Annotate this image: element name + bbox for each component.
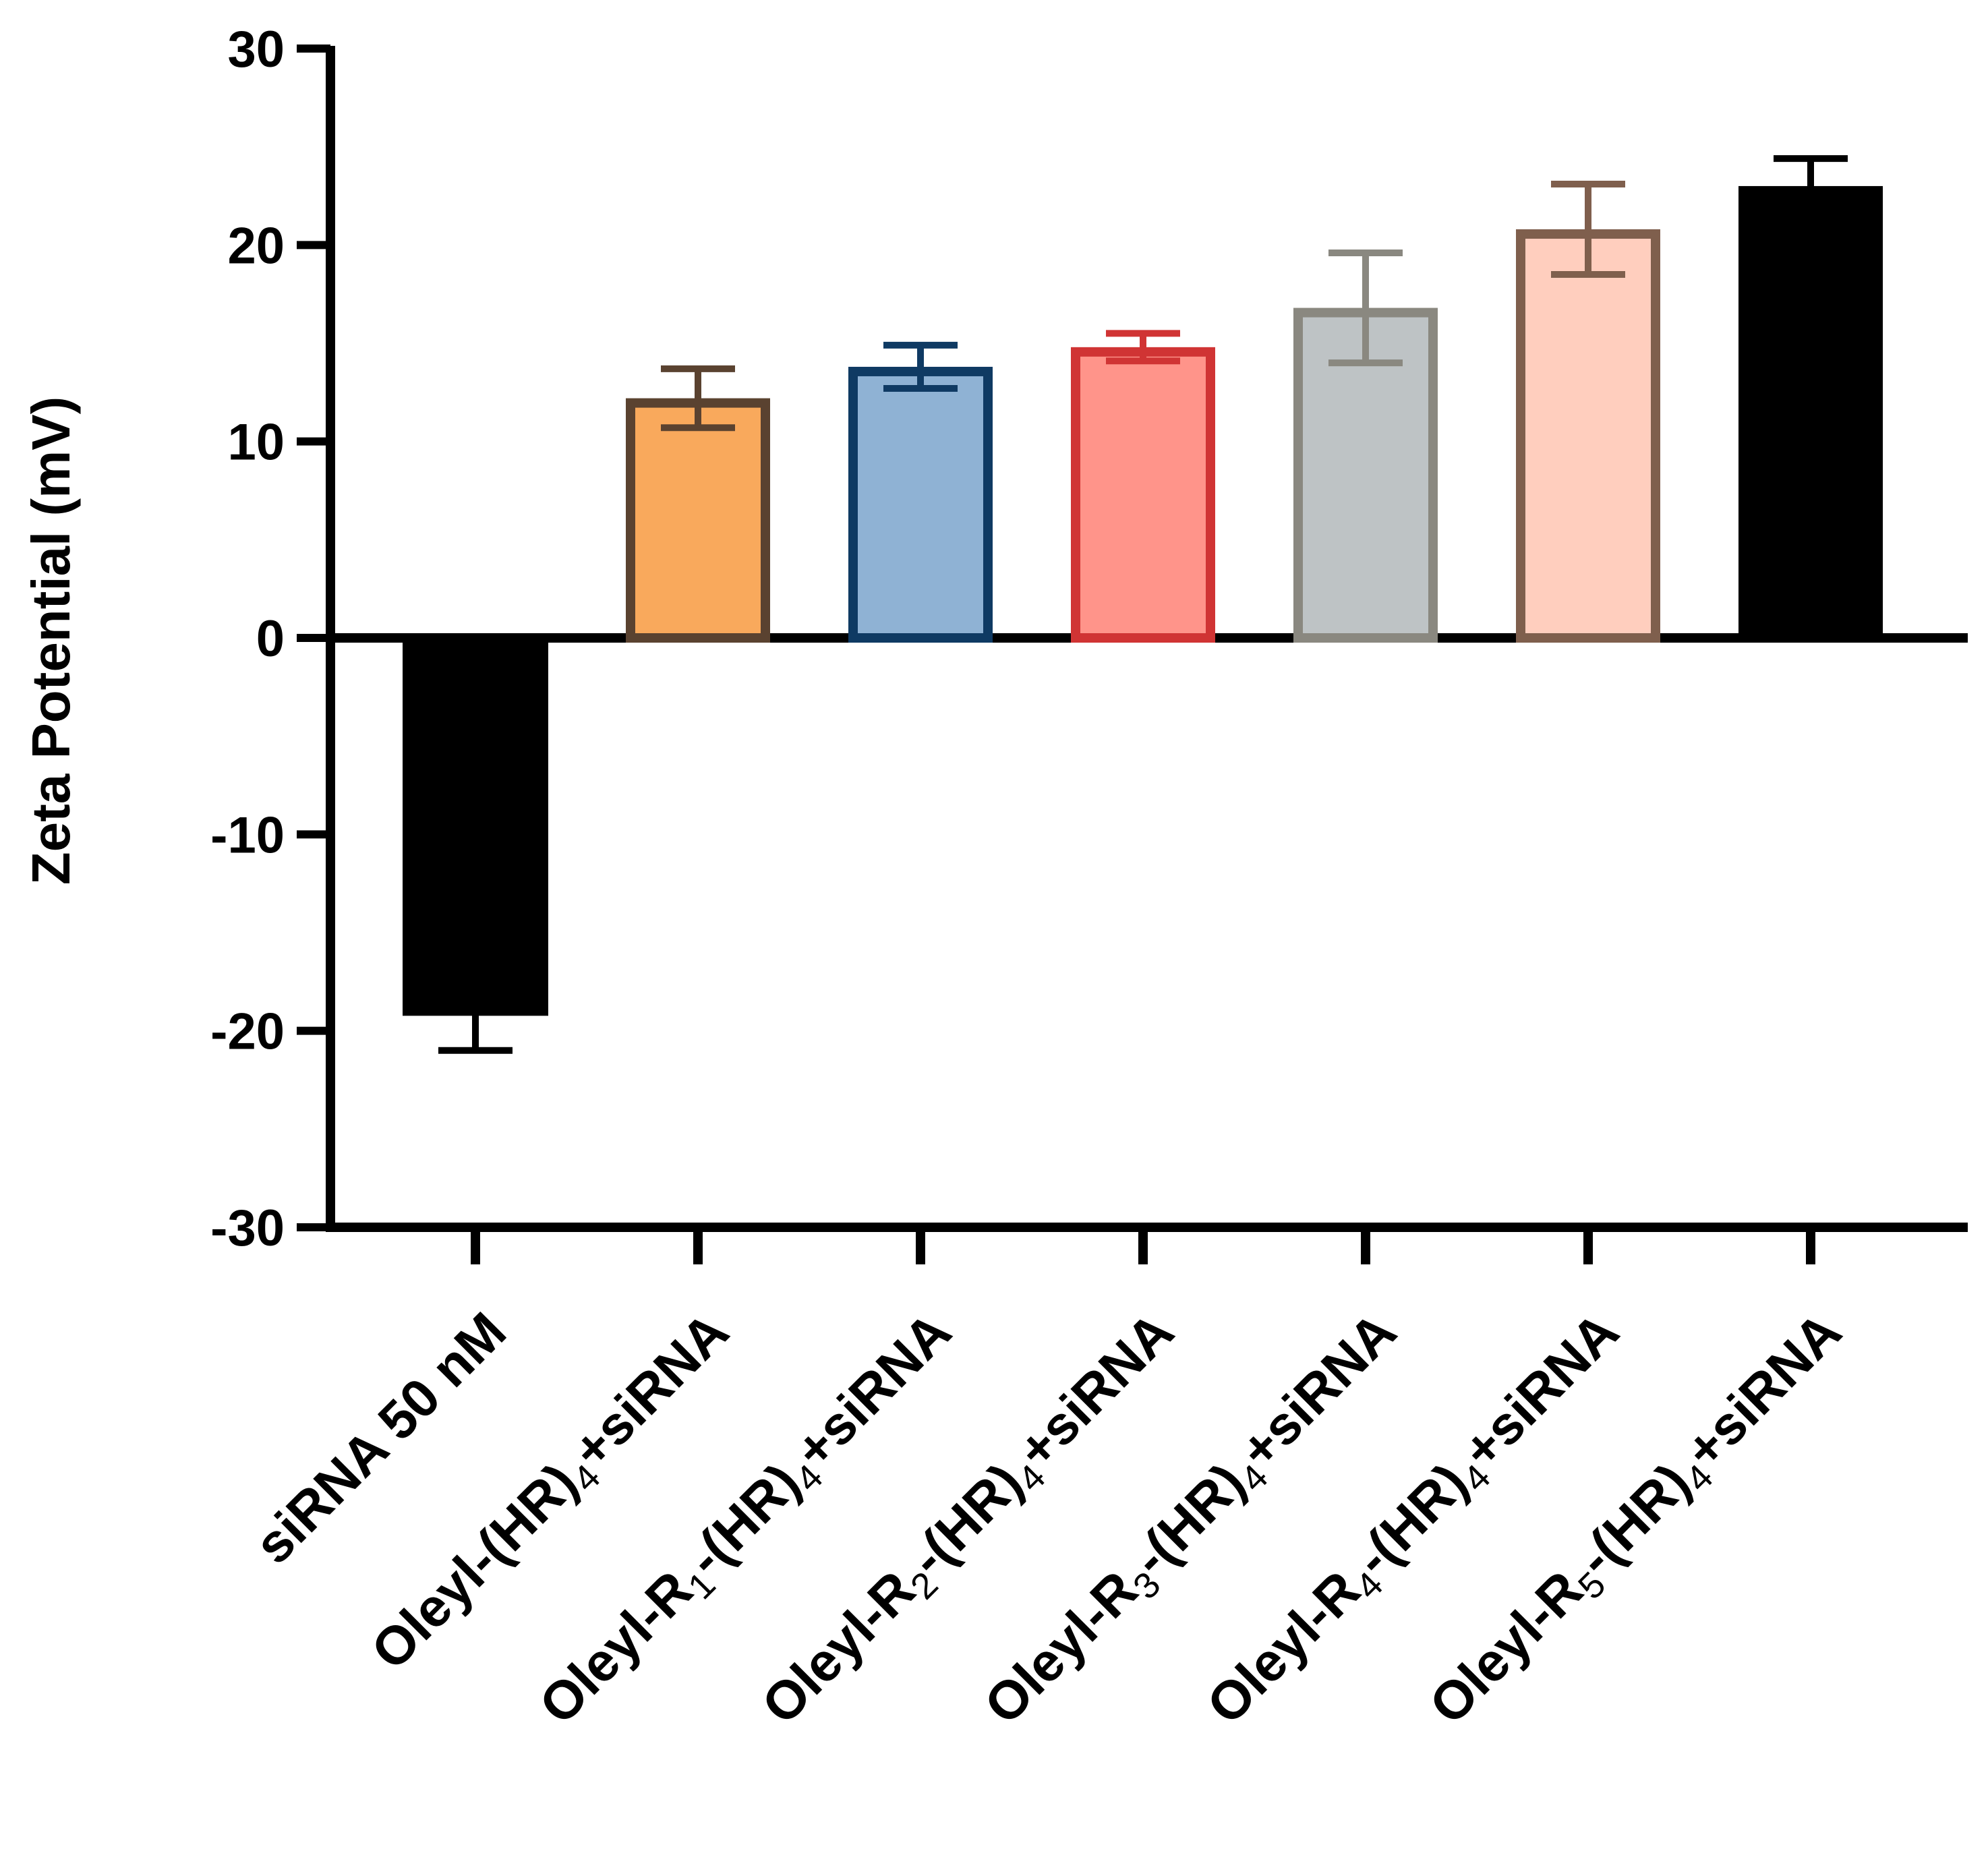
axes: 30 20 10 0 -10 -20 -30: [210, 21, 1968, 1264]
labels: siRNA 50 nMOleyl-(HR)4+siRNAOleyl-R1-(HR…: [243, 1301, 1858, 1740]
y-tick-label: 30: [227, 21, 285, 78]
bars: [403, 155, 1883, 1054]
bar: [1738, 185, 1883, 643]
y-tick-label: -30: [210, 1200, 285, 1257]
category-label: Oleyl-R5-(HR)4+siRNA: [1418, 1301, 1858, 1740]
y-tick-label: 0: [256, 610, 285, 668]
bar: [848, 366, 993, 643]
category-label: Oleyl-R2-(HR)4+siRNA: [751, 1301, 1190, 1740]
category-label: Oleyl-R1-(HR)4+siRNA: [528, 1301, 968, 1740]
category-label: Oleyl-R4-(HR)4+siRNA: [1196, 1301, 1635, 1740]
bar: [403, 637, 548, 1016]
y-tick-label: 10: [227, 414, 285, 471]
category-label: Oleyl-R3-(HR)4+siRNA: [973, 1301, 1413, 1740]
y-tick-label: -10: [210, 807, 285, 864]
y-axis-title: Zeta Potential (mV): [21, 397, 81, 885]
bar: [1293, 307, 1438, 643]
bar: [1071, 347, 1215, 643]
y-tick-label: 20: [227, 217, 285, 274]
bar: [1516, 229, 1660, 643]
bar: [626, 398, 770, 643]
y-tick-label: -20: [210, 1003, 285, 1061]
